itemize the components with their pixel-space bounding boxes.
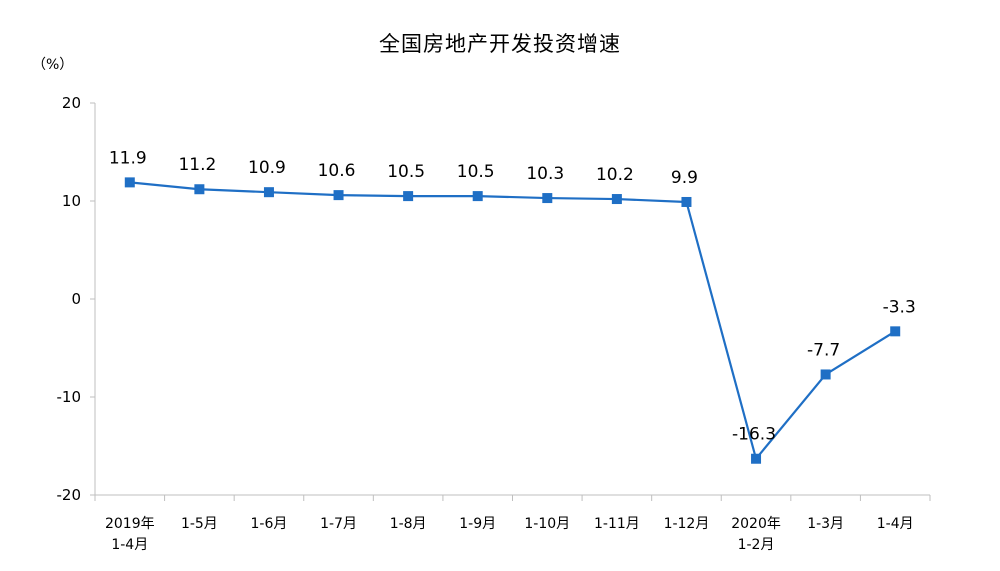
data-label: 10.3 [526,164,564,184]
data-point-marker [333,190,344,201]
x-tick-label: 1-10月 [524,516,570,532]
data-point-marker [472,191,483,202]
data-point-marker [611,194,622,205]
x-tick-label: 1-9月 [459,516,496,532]
x-tick-label: 1-12月 [664,516,710,532]
data-point-marker [194,184,205,195]
data-point-marker [263,187,274,198]
data-label: 10.2 [596,165,634,185]
data-label: 9.9 [671,168,698,188]
x-tick-label: 1-2月 [738,537,775,553]
x-tick-label: 1-4月 [111,537,148,553]
data-label: 10.9 [248,158,286,178]
y-tick-label: -20 [57,486,82,504]
data-label: 10.6 [318,161,356,181]
series-line [129,181,896,460]
data-point-marker [403,191,414,202]
x-tick-label: 1-5月 [181,516,218,532]
data-label: 10.5 [387,162,425,182]
data-label: -7.7 [807,340,840,360]
data-point-marker [820,369,831,380]
x-tick-label: 1-11月 [594,516,640,532]
data-label: -16.3 [732,425,776,445]
x-tick-label: 1-3月 [807,516,844,532]
data-point-marker [890,326,901,337]
data-label: 10.5 [457,162,495,182]
y-tick-label: -10 [57,388,82,406]
x-tick-label: 1-4月 [877,516,914,532]
x-tick-label: 2020年 [731,516,781,532]
data-label: -3.3 [883,297,916,317]
y-tick-label: 20 [62,94,81,112]
y-unit-label: （%） [32,57,74,73]
data-point-marker [542,193,553,204]
x-tick-label: 2019年 [105,516,155,532]
data-point-marker [124,177,135,188]
x-tick-label: 1-6月 [251,516,288,532]
data-label: 11.2 [178,155,216,175]
y-tick-label: 10 [62,192,81,210]
data-label: 11.9 [109,148,147,168]
data-point-marker [681,196,692,207]
chart-title: 全国房地产开发投资增速 [379,32,621,56]
data-point-marker [751,453,762,464]
x-tick-label: 1-7月 [320,516,357,532]
x-tick-label: 1-8月 [390,516,427,532]
y-tick-label: 0 [71,290,81,308]
